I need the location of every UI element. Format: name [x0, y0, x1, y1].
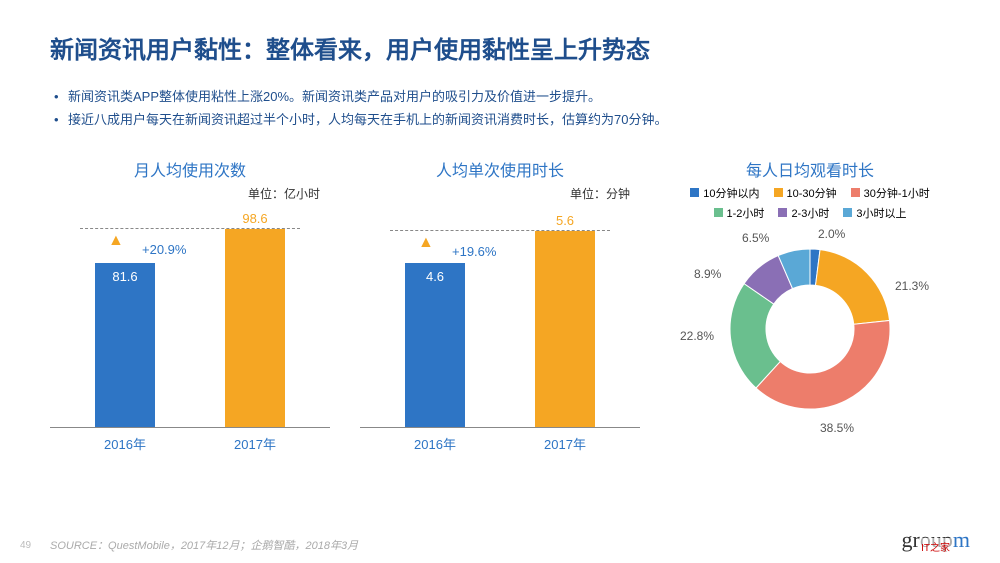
legend-label: 1-2小时	[727, 205, 765, 221]
legend-item: 1-2小时	[714, 205, 765, 221]
legend-swatch	[843, 208, 852, 217]
legend-label: 30分钟-1小时	[864, 185, 930, 201]
donut-pct-label: 2.0%	[818, 227, 845, 241]
bar-value-label: 81.6	[112, 269, 137, 284]
chart2-arrow-icon: ▲	[418, 234, 434, 252]
chart3-donut: 2.0%21.3%38.5%22.8%8.9%6.5%	[710, 229, 910, 429]
chart3-title: 每人日均观看时长	[670, 157, 950, 181]
chart-monthly-usage: 月人均使用次数 单位：亿小时 ▲ +20.9% 81.6 98.6 2016年 2…	[50, 157, 330, 453]
donut-pct-label: 22.8%	[680, 329, 714, 343]
bar: 81.6	[95, 263, 155, 427]
chart3-legend: 10分钟以内 10-30分钟 30分钟-1小时 1-2小时 2-3小时 3小时以上	[670, 185, 950, 221]
legend-item: 30分钟-1小时	[851, 185, 930, 201]
chart2-x-0: 2016年	[395, 434, 475, 453]
chart2-x-labels: 2016年 2017年	[360, 428, 640, 453]
bar-value-label: 4.6	[426, 269, 444, 284]
donut-pct-label: 8.9%	[694, 267, 721, 281]
legend-label: 2-3小时	[791, 205, 829, 221]
legend-item: 10分钟以内	[690, 185, 759, 201]
legend-swatch	[714, 208, 723, 217]
chart1-bars: ▲ +20.9% 81.6 98.6	[50, 208, 330, 428]
chart1-arrow-icon: ▲	[108, 232, 124, 250]
legend-label: 10分钟以内	[703, 185, 759, 201]
legend-swatch	[774, 188, 783, 197]
chart1-growth-label: +20.9%	[142, 242, 186, 257]
chart2-bars: ▲ +19.6% 4.6 5.6	[360, 208, 640, 428]
chart1-x-0: 2016年	[85, 434, 165, 453]
legend-swatch	[690, 188, 699, 197]
chart1-x-1: 2017年	[215, 434, 295, 453]
chart2-unit: 单位：分钟	[360, 185, 640, 202]
legend-label: 3小时以上	[856, 205, 906, 221]
legend-swatch	[778, 208, 787, 217]
logo-m: m	[953, 527, 970, 552]
bullet-item: 新闻资讯类APP整体使用粘性上涨20%。新闻资讯类产品对用户的吸引力及价值进一步…	[50, 85, 950, 108]
chart2-x-1: 2017年	[525, 434, 605, 453]
bar-value-label: 98.6	[242, 211, 267, 226]
legend-item: 10-30分钟	[774, 185, 837, 201]
chart-daily-viewing: 每人日均观看时长 10分钟以内 10-30分钟 30分钟-1小时 1-2小时 2-3小时…	[670, 157, 950, 453]
bullet-item: 接近八成用户每天在新闻资讯超过半个小时，人均每天在手机上的新闻资讯消费时长，估算…	[50, 108, 950, 131]
chart2-title: 人均单次使用时长	[360, 157, 640, 181]
page-number: 49	[20, 540, 31, 551]
chart1-x-labels: 2016年 2017年	[50, 428, 330, 453]
chart-session-duration: 人均单次使用时长 单位：分钟 ▲ +19.6% 4.6 5.6 2016年 201…	[360, 157, 640, 453]
donut-pct-label: 38.5%	[820, 421, 854, 435]
bar: 98.6	[225, 229, 285, 427]
legend-item: 3小时以上	[843, 205, 906, 221]
chart1-title: 月人均使用次数	[50, 157, 330, 181]
it-watermark: IT之家	[919, 538, 952, 555]
donut-slice	[816, 249, 890, 324]
source-footer: SOURCE：QuestMobile，2017年12月；企鹅智酷，2018年3月	[50, 537, 358, 553]
bar-value-label: 5.6	[556, 213, 574, 228]
legend-label: 10-30分钟	[787, 185, 837, 201]
legend-item: 2-3小时	[778, 205, 829, 221]
chart1-unit: 单位：亿小时	[50, 185, 330, 202]
donut-pct-label: 21.3%	[895, 279, 929, 293]
chart2-growth-label: +19.6%	[452, 244, 496, 259]
bar: 4.6	[405, 263, 465, 427]
donut-pct-label: 6.5%	[742, 231, 769, 245]
bar: 5.6	[535, 231, 595, 427]
legend-swatch	[851, 188, 860, 197]
bullet-list: 新闻资讯类APP整体使用粘性上涨20%。新闻资讯类产品对用户的吸引力及价值进一步…	[50, 85, 950, 132]
slide-title: 新闻资讯用户黏性：整体看来，用户使用黏性呈上升势态	[50, 30, 950, 65]
